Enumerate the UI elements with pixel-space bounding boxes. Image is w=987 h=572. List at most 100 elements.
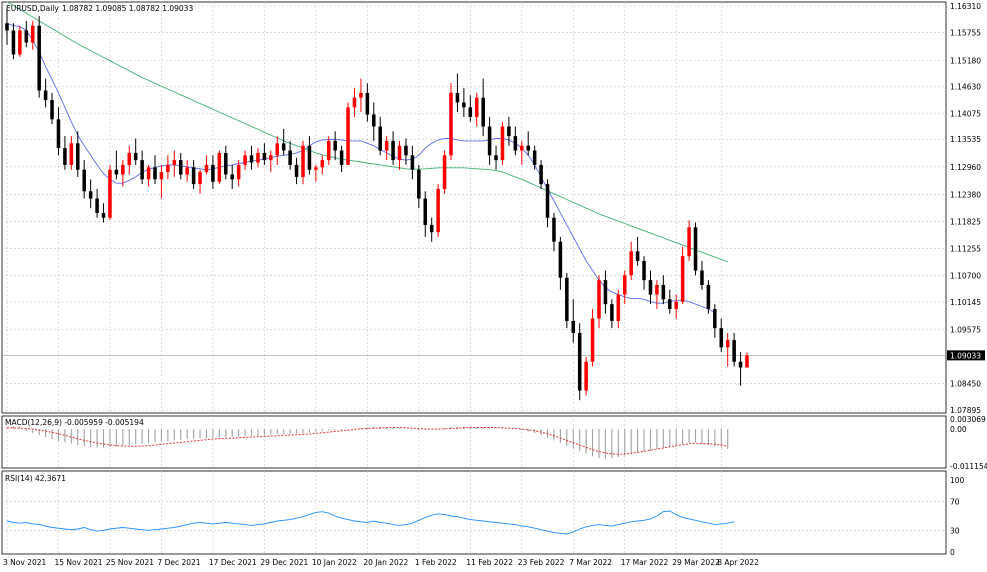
candle-body xyxy=(745,355,749,368)
candle-body xyxy=(18,30,22,55)
candle-body xyxy=(487,126,492,156)
candle-body xyxy=(545,184,550,218)
ohlc-header: 1.08782 1.09085 1.08782 1.09033 xyxy=(62,4,193,13)
y-tick-label: 1.11255 xyxy=(950,245,981,254)
candle-body xyxy=(622,275,627,295)
candle-body xyxy=(442,155,447,189)
candle-body xyxy=(133,152,138,161)
y-tick-label: 1.09575 xyxy=(950,325,981,334)
candle-body xyxy=(648,280,653,295)
candle-body xyxy=(301,145,305,177)
candle-body xyxy=(243,155,247,165)
main-pane-title: EURUSD,Daily xyxy=(6,4,59,13)
candle-body xyxy=(565,277,569,321)
x-tick-label: 7 Dec 2021 xyxy=(157,558,200,567)
candle-body xyxy=(552,217,556,242)
candle-body xyxy=(140,160,144,180)
x-tick-label: 8 Apr 2022 xyxy=(717,558,759,567)
macd-pane-title: MACD(12,26,9) -0.005959 -0.005194 xyxy=(5,418,144,427)
candle-body xyxy=(462,102,466,108)
y-tick-label: 1.07895 xyxy=(950,406,981,415)
candle-body xyxy=(153,167,157,180)
candle-body xyxy=(655,284,659,295)
candle-body xyxy=(172,160,177,165)
candle-body xyxy=(159,172,164,180)
candle-body xyxy=(372,114,376,127)
candle-body xyxy=(738,361,743,368)
candle-body xyxy=(507,126,511,137)
x-tick-label: 15 Nov 2021 xyxy=(54,558,102,567)
candle-body xyxy=(11,30,16,55)
candle-body xyxy=(43,90,48,101)
y-tick-label: 1.16310 xyxy=(950,2,981,11)
candle-body xyxy=(69,143,74,165)
candle-body xyxy=(597,280,601,319)
candle-body xyxy=(680,256,685,302)
candle-body xyxy=(288,150,292,165)
candle-body xyxy=(121,164,125,175)
candle-body xyxy=(526,145,530,151)
candle-body xyxy=(603,280,608,305)
candle-body xyxy=(629,251,633,276)
candle-body xyxy=(269,155,273,161)
candle-body xyxy=(700,270,704,285)
moving-average-fast xyxy=(6,22,716,314)
y-tick-label: 1.15180 xyxy=(950,56,981,65)
macd-pane-frame xyxy=(1,415,947,469)
candle-body xyxy=(391,140,395,161)
candle-body xyxy=(616,294,621,321)
x-tick-label: 11 Feb 2022 xyxy=(466,558,513,567)
candle-body xyxy=(410,155,415,170)
candle-body xyxy=(339,150,344,165)
current-price-tag: 1.09033 xyxy=(947,350,985,361)
macd-layer xyxy=(6,426,729,459)
x-tick-label: 7 Mar 2022 xyxy=(569,558,612,567)
candle-body xyxy=(326,140,331,161)
candle-body xyxy=(275,143,280,156)
candle-body xyxy=(449,92,453,156)
x-tick-label: 17 Mar 2022 xyxy=(621,558,669,567)
candle-body xyxy=(101,212,106,218)
candle-body xyxy=(539,164,543,185)
candle-body xyxy=(294,164,299,177)
x-tick-label: 3 Nov 2021 xyxy=(3,558,46,567)
candle-body xyxy=(249,155,254,163)
candle-body xyxy=(687,227,691,257)
candle-body xyxy=(236,164,241,180)
candle-body xyxy=(397,145,402,161)
candle-body xyxy=(204,164,209,173)
candle-body xyxy=(198,172,202,185)
candle-body xyxy=(378,126,382,151)
rsi-y-tick-label: 0 xyxy=(950,548,955,557)
candle-body xyxy=(76,143,80,170)
candle-body xyxy=(185,167,189,175)
macd-y-tick-label: -0.011154 xyxy=(950,462,987,471)
candle-body xyxy=(146,167,151,180)
candle-body xyxy=(82,169,86,192)
candle-body xyxy=(423,198,428,225)
candle-body xyxy=(500,126,505,161)
candle-body xyxy=(468,107,473,117)
rsi-line xyxy=(6,510,735,535)
y-tick-label: 1.10700 xyxy=(950,271,981,280)
candle-body xyxy=(404,145,408,156)
candle-body xyxy=(333,140,337,151)
candle-body xyxy=(384,140,389,151)
candle-body xyxy=(674,301,678,309)
candle-body xyxy=(5,23,9,31)
candle-body xyxy=(127,152,132,165)
candle-body xyxy=(224,152,228,175)
candle-body xyxy=(359,92,363,98)
rsi-layer xyxy=(6,510,735,535)
candle-body xyxy=(481,97,485,127)
candle-body xyxy=(346,107,350,165)
candle-body xyxy=(558,241,563,278)
candle-body xyxy=(661,284,666,300)
candle-layer xyxy=(5,8,749,401)
candle-body xyxy=(610,304,614,321)
candle-body xyxy=(693,227,698,271)
axis-layer: 1.16310 1.15755 1.15180 1.14630 1.14075 1.135… xyxy=(3,2,987,567)
candle-body xyxy=(56,119,61,149)
